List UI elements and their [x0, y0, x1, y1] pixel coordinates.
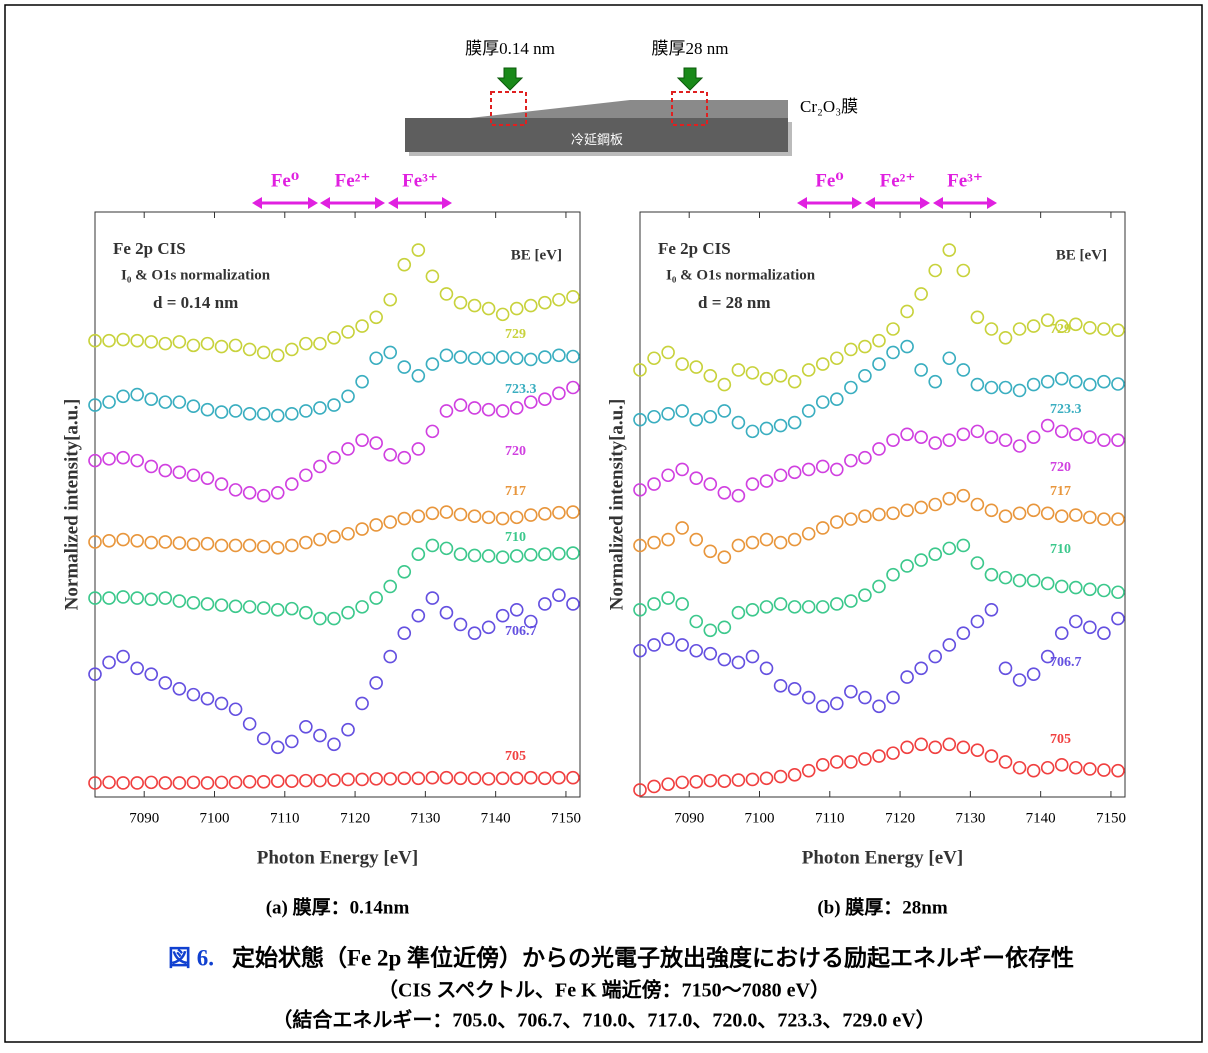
- x-tick-label: 7090: [674, 810, 704, 826]
- series-label: 710: [505, 530, 526, 545]
- x-tick-label: 7110: [815, 810, 844, 826]
- caption-line: （CIS スペクトル、Fe K 端近傍：7150〜7080 eV）: [378, 978, 830, 1002]
- x-axis-label: Photon Energy [eV]: [802, 847, 963, 868]
- caption-line: （結合エネルギー：705.0、706.7、710.0、717.0、720.0、7…: [272, 1008, 935, 1032]
- x-tick-label: 7120: [340, 810, 370, 826]
- series-label: 723.3: [1050, 402, 1082, 417]
- figure-border: [5, 5, 1202, 1042]
- substrate-label: 冷延鋼板: [571, 132, 623, 147]
- y-axis-label: Normalized intensity[a.u.]: [606, 399, 627, 611]
- series-label: 706.7: [505, 624, 537, 639]
- annotation: Fe 2p CIS: [113, 239, 186, 258]
- annotation: d = 0.14 nm: [153, 293, 238, 312]
- series-label: 720: [1050, 460, 1071, 475]
- thickness-label: 膜厚0.14 nm: [465, 39, 555, 58]
- x-tick-label: 7100: [199, 810, 229, 826]
- annotation: d = 28 nm: [698, 293, 771, 312]
- thickness-label: 膜厚28 nm: [652, 39, 729, 58]
- annotation: I₀ & O1s normalization: [121, 267, 271, 283]
- series-label: 729: [505, 327, 526, 342]
- figure: 膜厚0.14 nm 膜厚28 nm Cr₂O₃膜 冷延鋼板 図 6. 定始状態（…: [0, 0, 1208, 1048]
- series-label: 705: [1050, 732, 1071, 747]
- x-tick-label: 7140: [1026, 810, 1056, 826]
- x-tick-label: 7130: [410, 810, 440, 826]
- caption-line: 定始状態（Fe 2p 準位近傍）からの光電子放出強度における励起エネルギー依存性: [232, 944, 1074, 970]
- series-label: 729: [1050, 322, 1071, 337]
- annotation: BE [eV]: [1056, 247, 1107, 263]
- series-label: 720: [505, 444, 526, 459]
- x-tick-label: 7150: [1096, 810, 1126, 826]
- region-label: Fe⁰: [815, 170, 843, 191]
- panel-title: (a) 膜厚：0.14nm: [266, 895, 410, 918]
- region-label: Fe³⁺: [402, 170, 438, 191]
- series-label: 710: [1050, 542, 1071, 557]
- series-label: 717: [505, 484, 526, 499]
- x-tick-label: 7090: [129, 810, 159, 826]
- y-axis-label: Normalized intensity[a.u.]: [61, 399, 82, 611]
- series-label: 723.3: [505, 382, 537, 397]
- x-axis-label: Photon Energy [eV]: [257, 847, 418, 868]
- annotation: I₀ & O1s normalization: [666, 267, 816, 283]
- figure-number: 図 6.: [168, 945, 214, 970]
- x-tick-label: 7140: [481, 810, 511, 826]
- region-label: Fe²⁺: [335, 170, 371, 191]
- x-tick-label: 7150: [551, 810, 581, 826]
- x-tick-label: 7130: [955, 810, 985, 826]
- region-label: Fe⁰: [271, 170, 299, 191]
- series-label: 706.7: [1050, 655, 1082, 670]
- x-tick-label: 7120: [885, 810, 915, 826]
- region-label: Fe³⁺: [947, 170, 983, 191]
- film-label: Cr₂O₃膜: [800, 97, 858, 116]
- series-label: 717: [1050, 484, 1071, 499]
- panel-title: (b) 膜厚：28nm: [817, 895, 948, 918]
- region-label: Fe²⁺: [880, 170, 916, 191]
- annotation: BE [eV]: [511, 247, 562, 263]
- x-tick-label: 7100: [744, 810, 774, 826]
- annotation: Fe 2p CIS: [658, 239, 731, 258]
- x-tick-label: 7110: [270, 810, 299, 826]
- series-label: 705: [505, 749, 526, 764]
